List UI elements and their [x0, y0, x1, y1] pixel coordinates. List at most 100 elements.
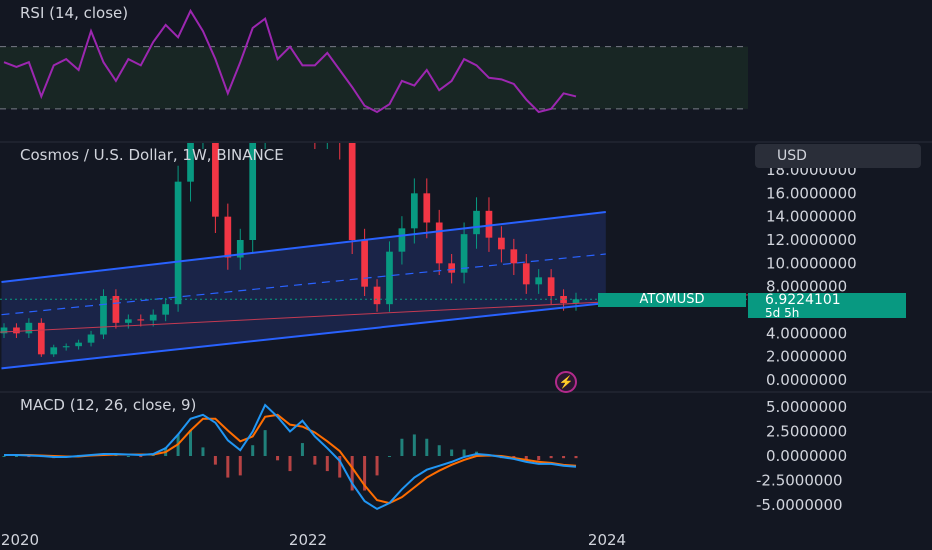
last-price-tag: 6.9224101 5d 5h [748, 292, 906, 320]
candle-body [174, 181, 182, 305]
macd-histogram-bar [2, 456, 6, 457]
bar-countdown: 5d 5h [765, 306, 800, 320]
price-axis-label: 10.0000000 [766, 254, 857, 272]
candle-body [249, 143, 257, 240]
candle-body [137, 319, 145, 321]
candle-body [37, 322, 45, 355]
macd-title: MACD (12, 26, close, 9) [20, 396, 196, 414]
macd-histogram-bar [263, 430, 267, 456]
price-axis-label: 14.0000000 [766, 208, 857, 226]
macd-histogram-bar [412, 434, 416, 456]
channel-lower-line [1, 302, 606, 370]
candle-body [212, 143, 219, 217]
rsi-band-fill [0, 46, 748, 109]
candle-body [498, 237, 505, 250]
candle-body [62, 346, 70, 348]
candle-body [448, 263, 455, 273]
macd-axis-label: -2.5000000 [756, 472, 843, 490]
candle-body [75, 342, 82, 347]
price-axis-label: 16.0000000 [766, 184, 857, 202]
macd-histogram-bar [338, 456, 342, 478]
macd-line [4, 403, 577, 511]
macd-histogram-bar [425, 438, 429, 456]
candle-body [187, 143, 194, 182]
macd-histogram-bar [139, 456, 143, 458]
candle-body [112, 296, 120, 323]
macd-histogram-bar [276, 456, 280, 461]
main-title: Cosmos / U.S. Dollar, 1W, BINANCE [20, 146, 284, 164]
macd-histogram-bar [313, 456, 317, 465]
macd-histogram-bar [375, 456, 379, 476]
macd-histogram-bar [201, 447, 205, 456]
candle-body [87, 334, 95, 343]
macd-histogram-bar [562, 456, 566, 459]
candle-body [423, 193, 431, 223]
channel-middle-line [1, 253, 606, 316]
candle-body [510, 249, 518, 264]
time-axis-label: 2020 [1, 531, 39, 549]
macd-histogram-bar [238, 456, 242, 476]
candle-body [547, 277, 555, 296]
macd-histogram-bar [213, 456, 217, 465]
candle-body [373, 286, 381, 305]
candle-body [224, 216, 232, 258]
macd-histogram-bar [350, 456, 354, 491]
rsi-line [3, 8, 577, 114]
candle-body [100, 296, 107, 335]
candle-body [411, 193, 418, 229]
macd-histogram-bar [549, 456, 553, 459]
macd-histogram-bar [437, 445, 441, 456]
time-axis-label: 2024 [588, 531, 626, 549]
macd-axis-label: 0.0000000 [766, 447, 847, 465]
candle-body [149, 314, 157, 321]
price-axis-label: 12.0000000 [766, 231, 857, 249]
macd-histogram-bar [226, 456, 230, 478]
macd-histogram-bar [537, 456, 541, 461]
last-price-value: 6.9224101 [765, 292, 841, 308]
macd-axis-label: -5.0000000 [756, 496, 843, 514]
currency-button[interactable]: USD [755, 144, 921, 168]
candle-body [13, 327, 20, 334]
flash-icon[interactable]: ⚡ [555, 371, 577, 393]
symbol-label: ATOMUSD [598, 293, 746, 307]
time-axis-label: 2022 [289, 531, 327, 549]
macd-histogram-bar [574, 456, 578, 459]
candle-body [522, 263, 530, 285]
candle-body [125, 319, 132, 323]
price-plot [0, 143, 748, 370]
candle-body [0, 327, 8, 334]
candle-body [398, 228, 406, 252]
macd-histogram-bar [14, 456, 18, 457]
rsi-pane [0, 8, 748, 114]
candle-body [50, 347, 58, 355]
macd-histogram-bar [462, 449, 466, 456]
axis-layer: 0.00000002.00000004.00000006.00000008.00… [1, 161, 857, 549]
macd-histogram-bar [325, 456, 329, 472]
candle-body [560, 296, 567, 303]
price-axis-label: 4.0000000 [766, 324, 847, 342]
macd-pane [2, 403, 578, 511]
price-pane [0, 143, 748, 370]
candle-body [162, 304, 169, 315]
candle-body [535, 277, 543, 285]
candle-body [236, 240, 244, 258]
candle-body [361, 240, 368, 287]
candle-body [25, 322, 33, 334]
candle-body [435, 222, 443, 264]
price-axis-label: 2.0000000 [766, 348, 847, 366]
macd-histogram-bar [450, 449, 454, 456]
channel-upper-line [1, 211, 606, 283]
candle-body [348, 143, 356, 240]
macd-histogram-bar [363, 456, 367, 491]
candle-body [572, 299, 580, 303]
candle-body [485, 210, 493, 238]
macd-axis-label: 5.0000000 [766, 398, 847, 416]
macd-histogram-bar [387, 456, 391, 457]
macd-plot [2, 403, 578, 511]
macd-histogram-bar [251, 445, 255, 456]
macd-histogram-bar [189, 430, 193, 456]
candle-body [460, 234, 468, 273]
candle-body [386, 251, 393, 305]
macd-histogram-bar [524, 456, 528, 461]
macd-histogram-bar [27, 456, 31, 458]
